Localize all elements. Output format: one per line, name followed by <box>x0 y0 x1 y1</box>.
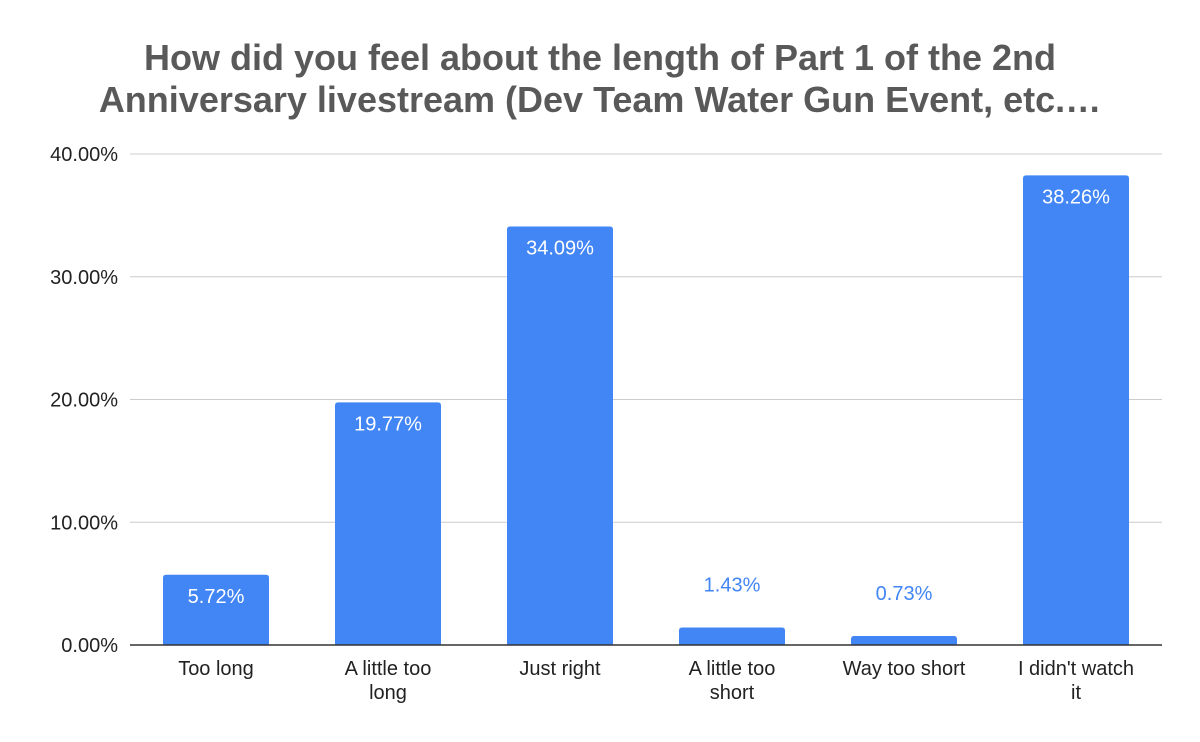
bar <box>335 402 441 645</box>
x-category-label: Too long <box>178 658 254 680</box>
bar <box>163 574 269 645</box>
x-category-label: A little too long <box>345 658 432 704</box>
data-label: 1.43% <box>704 574 761 596</box>
x-category-label: I didn't watch it <box>1018 658 1134 704</box>
bars <box>163 175 1129 645</box>
bar <box>1023 175 1129 645</box>
data-label: 19.77% <box>354 413 422 435</box>
data-label: 34.09% <box>526 238 594 260</box>
x-category-label-line: Too long <box>178 658 254 680</box>
data-labels: 5.72% 19.77% 34.09% 1.43% 0.73% 38.26% <box>188 186 1110 607</box>
x-category-label-line: A little too <box>345 658 432 680</box>
x-category-label-line: A little too <box>689 658 776 680</box>
x-category-label-line: long <box>369 682 407 704</box>
chart-title: How did you feel about the length of Par… <box>99 37 1101 120</box>
y-tick-label: 30.00% <box>50 267 118 289</box>
chart-title-line-2: Anniversary livestream (Dev Team Water G… <box>99 79 1101 120</box>
y-axis-tick-labels: 0.00% 10.00% 20.00% 30.00% 40.00% <box>50 144 118 657</box>
data-label: 38.26% <box>1042 186 1110 208</box>
y-tick-label: 20.00% <box>50 390 118 412</box>
x-category-label-line: Way too short <box>843 658 966 680</box>
x-category-label: Way too short <box>843 658 966 680</box>
x-category-label-line: short <box>710 682 755 704</box>
chart-title-line-1: How did you feel about the length of Par… <box>144 37 1056 78</box>
data-label: 5.72% <box>188 586 245 608</box>
x-category-label: Just right <box>519 658 601 680</box>
data-label: 0.73% <box>876 583 933 605</box>
y-tick-label: 0.00% <box>61 635 118 657</box>
bar <box>851 636 957 645</box>
bar <box>679 627 785 645</box>
y-tick-label: 40.00% <box>50 144 118 166</box>
x-category-label-line: Just right <box>519 658 601 680</box>
x-category-label: A little too short <box>689 658 776 704</box>
x-category-label-line: it <box>1071 682 1081 704</box>
y-tick-label: 10.00% <box>50 512 118 534</box>
x-category-label-line: I didn't watch <box>1018 658 1134 680</box>
bar <box>507 226 613 645</box>
gridlines <box>130 153 1162 523</box>
